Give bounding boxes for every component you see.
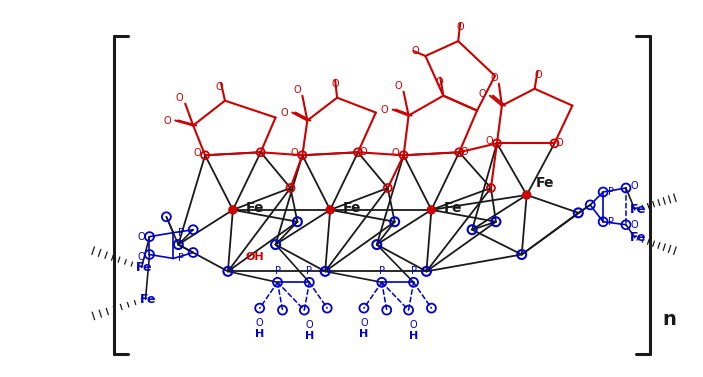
Text: O: O	[478, 89, 486, 99]
Text: H: H	[409, 331, 418, 341]
Text: O: O	[460, 147, 468, 157]
Text: O: O	[290, 148, 298, 158]
Text: O: O	[331, 79, 339, 89]
Text: P: P	[608, 187, 614, 197]
Text: Fe: Fe	[630, 231, 646, 244]
Text: O: O	[630, 181, 638, 191]
Text: O: O	[485, 136, 493, 146]
Text: P: P	[179, 228, 184, 238]
Text: P: P	[411, 267, 417, 276]
Text: O: O	[138, 231, 146, 242]
Text: O: O	[360, 318, 368, 328]
Text: H: H	[255, 329, 264, 339]
Text: O: O	[555, 138, 563, 148]
Text: Fe: Fe	[630, 203, 646, 216]
Text: O: O	[359, 147, 367, 157]
Text: O: O	[280, 107, 288, 118]
Text: O: O	[456, 22, 464, 32]
Text: O: O	[164, 115, 171, 126]
Text: P: P	[379, 267, 385, 276]
Text: O: O	[535, 70, 543, 80]
Text: O: O	[306, 320, 313, 330]
Text: O: O	[630, 220, 638, 230]
Text: P: P	[275, 267, 280, 276]
Text: O: O	[395, 81, 402, 91]
Text: Fe: Fe	[535, 176, 554, 190]
Text: O: O	[381, 104, 389, 115]
Circle shape	[326, 206, 334, 214]
Text: O: O	[490, 73, 498, 83]
Text: O: O	[256, 318, 264, 328]
Text: O: O	[215, 82, 223, 92]
Circle shape	[229, 206, 237, 214]
Text: n: n	[663, 310, 676, 328]
Text: O: O	[392, 148, 399, 158]
Circle shape	[427, 206, 435, 214]
Text: O: O	[138, 253, 146, 262]
Text: Fe: Fe	[136, 261, 153, 274]
Text: O: O	[412, 46, 419, 56]
Text: O: O	[193, 148, 201, 158]
Text: Fe: Fe	[141, 293, 157, 306]
Text: Fe: Fe	[245, 201, 264, 215]
Text: H: H	[304, 331, 314, 341]
Text: O: O	[294, 85, 301, 95]
Text: P: P	[307, 267, 312, 276]
Text: O: O	[176, 93, 183, 103]
Text: H: H	[359, 329, 368, 339]
Text: Fe: Fe	[343, 201, 361, 215]
Text: P: P	[179, 253, 184, 264]
Text: P: P	[608, 217, 614, 227]
Text: OH: OH	[245, 253, 264, 262]
Text: O: O	[436, 77, 443, 87]
Circle shape	[523, 191, 531, 199]
Text: Fe: Fe	[444, 201, 463, 215]
Text: O: O	[410, 320, 418, 330]
